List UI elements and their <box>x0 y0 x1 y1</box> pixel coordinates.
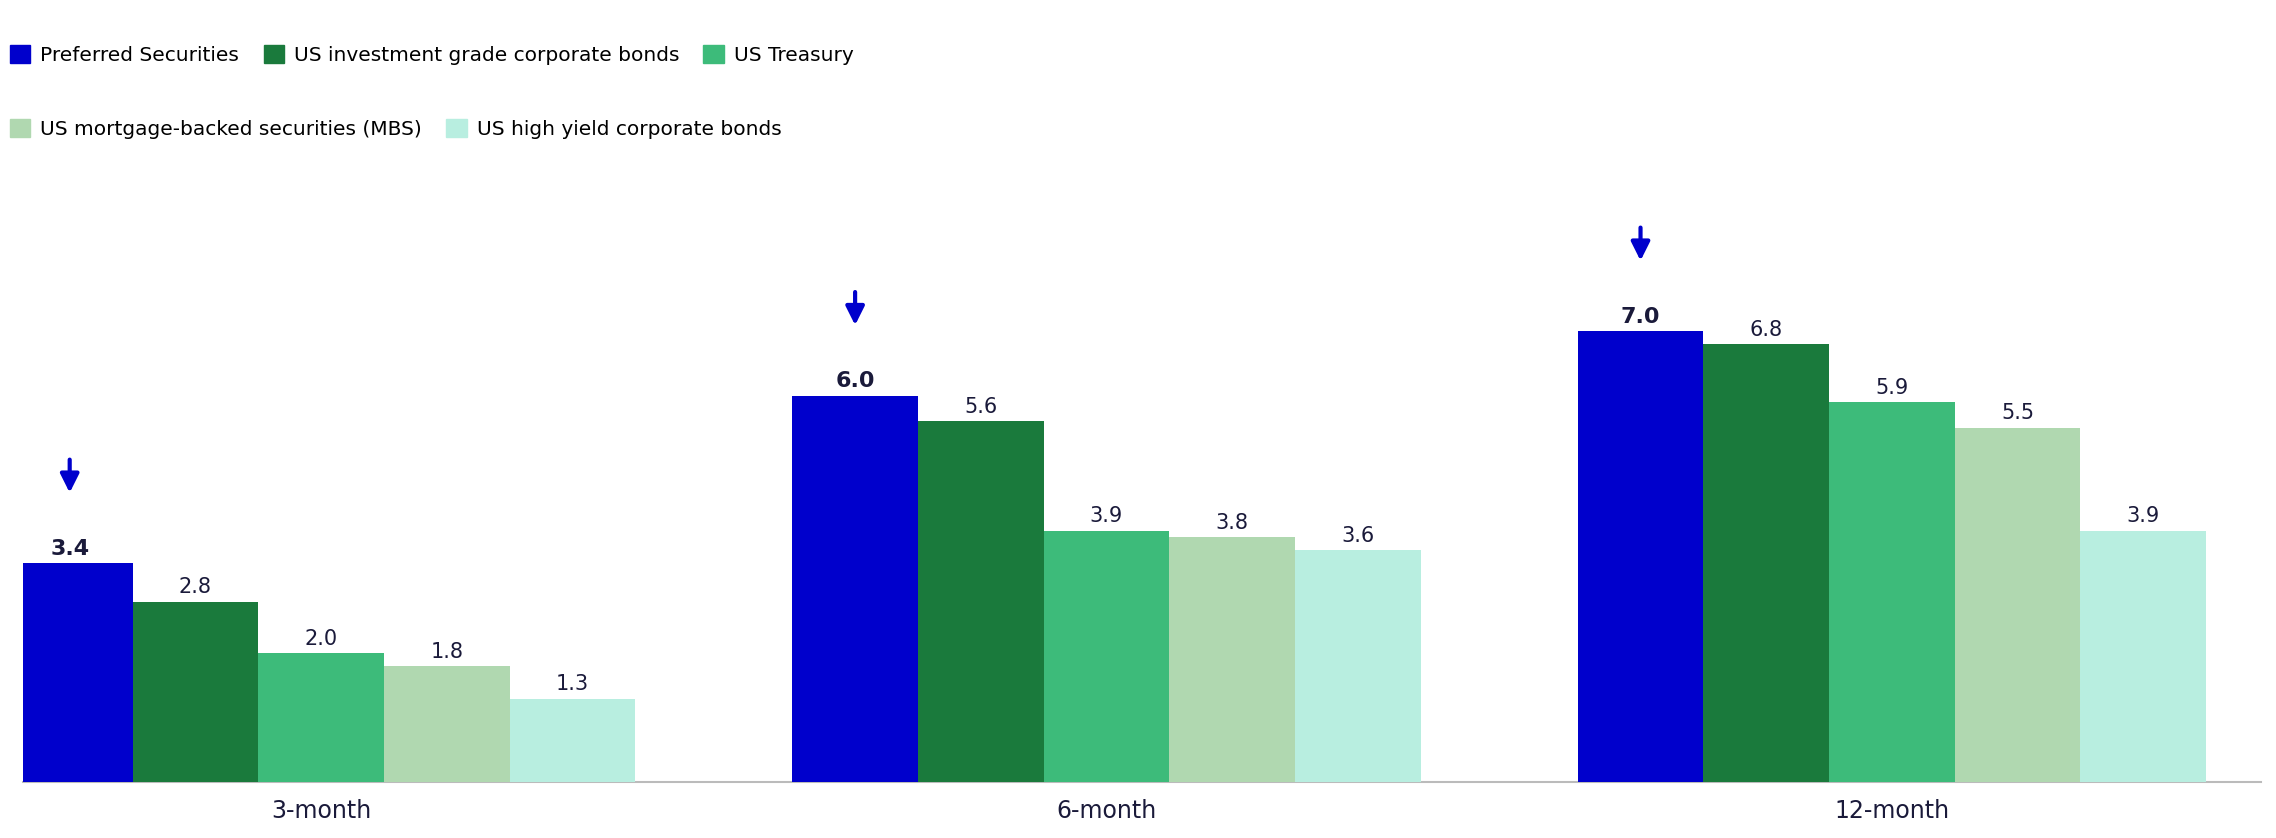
Bar <box>257 654 385 783</box>
Bar <box>917 422 1045 783</box>
Text: 3.4: 3.4 <box>50 539 89 559</box>
Bar <box>385 666 510 783</box>
Bar <box>1830 402 1955 783</box>
Bar <box>1577 331 1702 783</box>
Bar <box>1955 428 2080 783</box>
Bar <box>2080 531 2205 783</box>
Legend: US mortgage-backed securities (MBS), US high yield corporate bonds: US mortgage-backed securities (MBS), US … <box>11 119 781 139</box>
Bar <box>1045 531 1170 783</box>
Text: 5.9: 5.9 <box>1875 378 1910 397</box>
Bar <box>792 396 917 783</box>
Bar <box>1702 344 1830 783</box>
Text: 5.5: 5.5 <box>2001 403 2035 423</box>
Text: 2.8: 2.8 <box>180 577 212 597</box>
Bar <box>510 699 635 783</box>
Bar <box>7 563 132 783</box>
Text: 7.0: 7.0 <box>1621 307 1659 327</box>
Bar <box>1170 537 1295 783</box>
Bar <box>132 602 257 783</box>
Text: 6.8: 6.8 <box>1750 319 1782 339</box>
Text: 1.8: 1.8 <box>430 642 464 662</box>
Text: 3.6: 3.6 <box>1341 525 1375 546</box>
Text: 2.0: 2.0 <box>305 628 337 649</box>
Text: 3.9: 3.9 <box>1090 506 1122 526</box>
Text: 1.3: 1.3 <box>555 674 589 694</box>
Text: 3.8: 3.8 <box>1215 513 1250 533</box>
Text: 6.0: 6.0 <box>835 371 874 391</box>
Text: 3.9: 3.9 <box>2126 506 2160 526</box>
Bar <box>1295 551 1420 783</box>
Text: 5.6: 5.6 <box>965 397 997 416</box>
